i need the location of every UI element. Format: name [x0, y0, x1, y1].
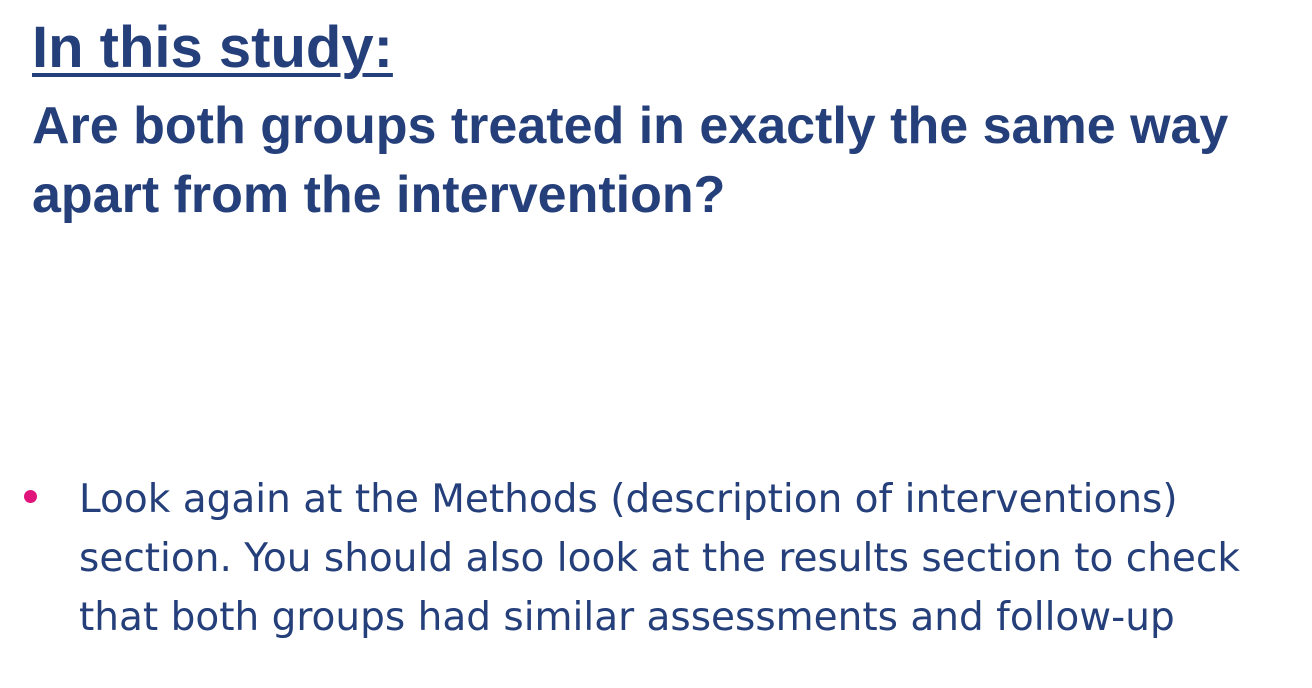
bullet-text: Look again at the Methods (description o… — [79, 477, 1240, 640]
slide-heading: In this study: — [32, 15, 393, 80]
bullet-list: Look again at the Methods (description o… — [0, 470, 1312, 647]
bullet-item: Look again at the Methods (description o… — [0, 470, 1312, 647]
slide-question: Are both groups treated in exactly the s… — [32, 97, 1229, 224]
bullet-dot-icon — [24, 490, 37, 503]
